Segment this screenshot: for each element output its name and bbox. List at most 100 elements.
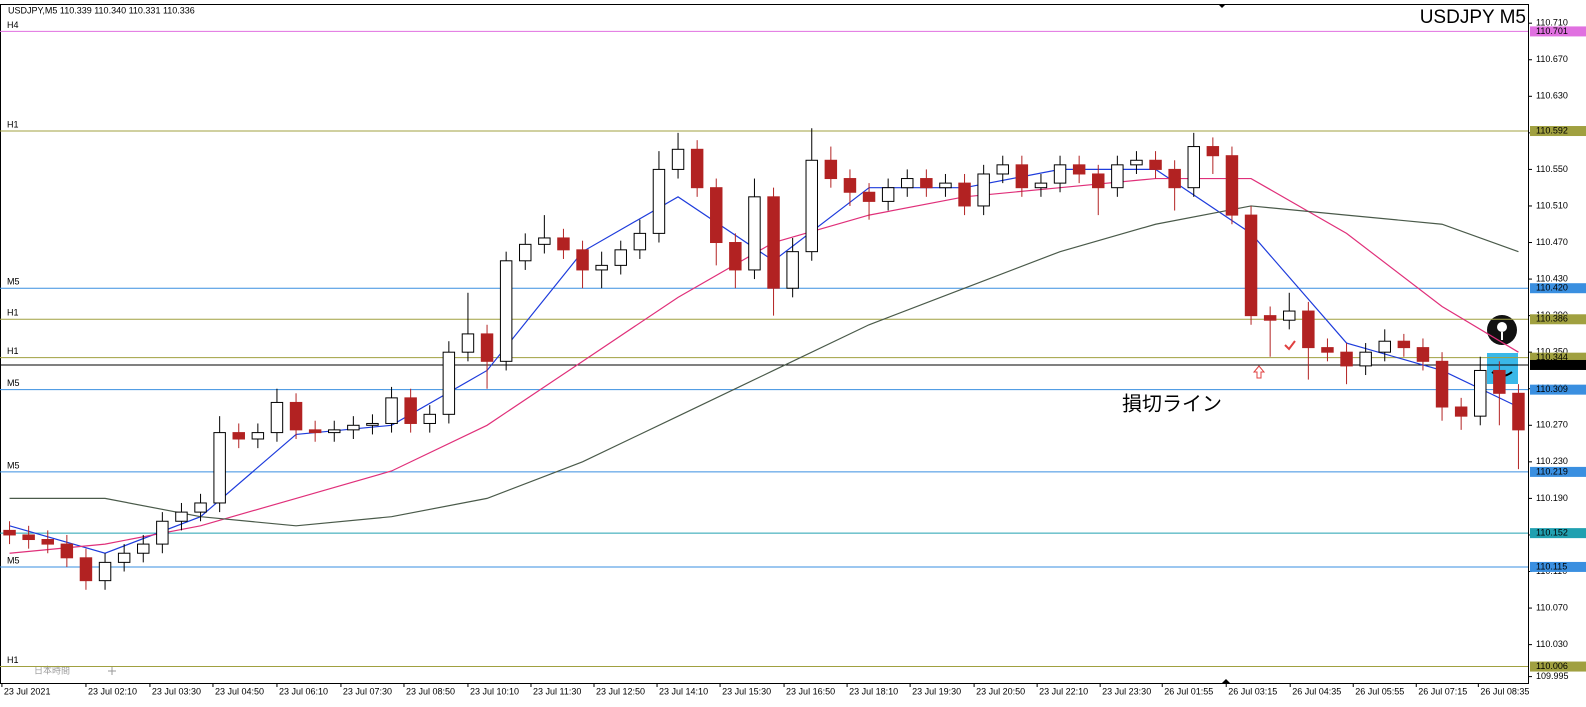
candle-body — [958, 182, 971, 207]
candle-body — [175, 511, 188, 522]
candle-body — [347, 424, 360, 431]
level-timeframe: M5 — [7, 555, 20, 565]
candle-body — [1454, 406, 1468, 417]
candle-body — [1206, 146, 1220, 157]
candle-body — [328, 429, 341, 434]
candle-body — [1302, 310, 1315, 349]
level-price-label: 110.592 — [1536, 125, 1568, 135]
candle-body — [366, 422, 379, 426]
candle-body — [843, 178, 857, 193]
candle-body — [1130, 159, 1143, 166]
x-tick-label: 23 Jul 10:10 — [470, 686, 519, 696]
candle-body — [1359, 351, 1372, 367]
candle-body — [461, 333, 475, 353]
candle-body — [1263, 315, 1277, 321]
candle-body — [480, 333, 494, 362]
candle-body — [786, 251, 799, 289]
y-tick-label: 110.230 — [1536, 456, 1568, 466]
level-price-label: 110.309 — [1536, 384, 1568, 394]
candle-body — [213, 432, 226, 504]
level-tag-bg — [1530, 561, 1586, 572]
candle-body — [671, 148, 685, 170]
y-tick-label: 110.350 — [1536, 347, 1568, 357]
level-price-label: 110.701 — [1536, 26, 1568, 36]
candle-body — [1321, 347, 1334, 353]
annotation: 損切ライン — [1122, 392, 1222, 415]
candle-body — [1397, 340, 1411, 349]
candle-body — [1187, 146, 1200, 189]
level-timeframe: M5 — [7, 460, 20, 470]
candle-body — [442, 351, 456, 415]
level-tag-bg — [1530, 283, 1586, 294]
candle-body — [1435, 360, 1449, 408]
moving-average — [9, 205, 1519, 527]
level-price-label: 110.336 — [1536, 359, 1568, 369]
level-timeframe: M5 — [7, 277, 20, 287]
level-timeframe: M5 — [7, 378, 20, 388]
arrow-icon — [1252, 365, 1266, 379]
candle-body — [1493, 369, 1506, 394]
level-timeframe: H1 — [7, 308, 19, 318]
candle-body — [156, 520, 169, 545]
candle-body — [1053, 164, 1067, 184]
x-tick-label: 23 Jul 07:30 — [343, 686, 392, 696]
candle-body — [3, 529, 16, 536]
candle-body — [232, 432, 245, 440]
candle-body — [748, 196, 761, 271]
plot-frame — [0, 4, 1529, 684]
y-tick-label: 110.270 — [1536, 420, 1568, 430]
candle-body — [977, 173, 990, 207]
level-tag-bg — [1530, 314, 1586, 325]
y-tick-label: 110.470 — [1536, 237, 1568, 247]
x-tick-label: 23 Jul 16:50 — [786, 686, 835, 696]
x-tick-label: 23 Jul 23:30 — [1102, 686, 1151, 696]
level-timeframe: H1 — [7, 655, 19, 665]
x-tick-label: 23 Jul 04:50 — [215, 686, 264, 696]
candle-body — [1015, 164, 1029, 189]
x-tick-label: 26 Jul 03:15 — [1228, 686, 1277, 696]
candle-body — [595, 264, 608, 271]
x-tick-label: 26 Jul 05:55 — [1355, 686, 1404, 696]
x-tick-label: 23 Jul 20:50 — [976, 686, 1025, 696]
level-tag-bg — [1530, 528, 1586, 539]
candle-body — [901, 178, 914, 189]
x-tick-label: 23 Jul 02:10 — [88, 686, 137, 696]
candle-body — [1340, 351, 1353, 367]
x-tick-label: 26 Jul 08:35 — [1480, 686, 1529, 696]
y-tick-label: 110.030 — [1536, 639, 1568, 649]
level-tag-bg — [1530, 384, 1586, 395]
level-timeframe: H1 — [7, 346, 19, 356]
candle-body — [1149, 159, 1162, 170]
level-tag-bg — [1530, 661, 1586, 672]
candle-body — [499, 260, 513, 362]
x-tick-label: 23 Jul 2021 — [4, 686, 51, 696]
level-tag-bg — [1530, 126, 1586, 137]
x-tick-label: 23 Jul 03:30 — [152, 686, 201, 696]
candle-body — [1474, 369, 1487, 417]
level-tag-bg — [1530, 352, 1586, 363]
candle-body — [1092, 173, 1105, 189]
chart-title: USDJPY M5 — [1420, 7, 1526, 28]
candle-body — [423, 413, 436, 424]
y-tick-label: 110.710 — [1536, 18, 1568, 28]
level-tag-bg — [1530, 359, 1586, 370]
candle-body — [920, 178, 933, 189]
y-tick-label: 110.550 — [1536, 164, 1568, 174]
x-tick-label: 23 Jul 11:30 — [533, 686, 581, 696]
level-tag-bg — [1530, 466, 1586, 477]
y-tick-label: 110.190 — [1536, 493, 1568, 503]
candle-body — [117, 552, 131, 563]
candle-body — [385, 397, 398, 424]
level-price-label: 110.386 — [1536, 314, 1568, 324]
y-tick-label: 110.070 — [1536, 602, 1568, 612]
candle-body — [1244, 214, 1258, 317]
level-timeframe: H1 — [7, 119, 19, 129]
candle-body — [710, 187, 723, 244]
candle-body — [805, 159, 818, 253]
x-tick-label: 23 Jul 08:50 — [406, 686, 455, 696]
level-price-label: 110.152 — [1536, 528, 1568, 538]
candle-body — [251, 432, 265, 440]
candle-body — [1416, 347, 1430, 362]
x-tick-label: 23 Jul 12:50 — [596, 686, 645, 696]
candle-body — [1225, 155, 1239, 216]
